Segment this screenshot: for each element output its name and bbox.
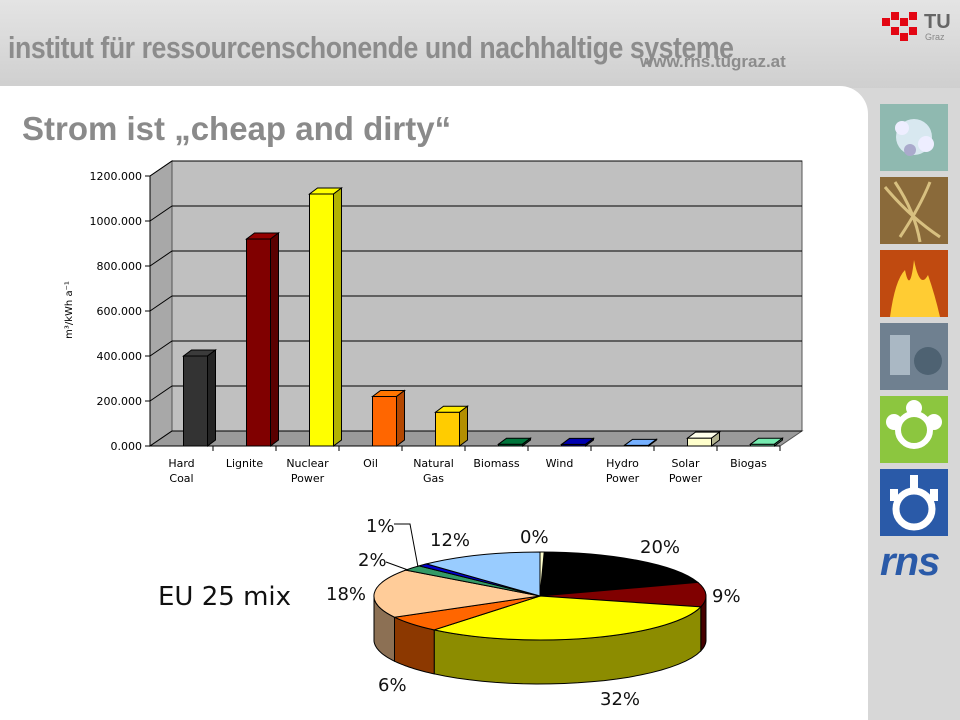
header-bar: institut für ressourcenschonende und nac… [0, 0, 960, 88]
bar-chart-gridline [149, 250, 802, 267]
pie-slice-0 [539, 551, 700, 597]
molecule-thumb-icon [880, 104, 948, 171]
fire-thumb-icon [880, 250, 948, 317]
pie-label-hard-coal: 20% [640, 537, 681, 558]
bar-side-4 [459, 405, 468, 447]
y-tick-label: 200.000 [97, 395, 143, 408]
pie-leader-biomass [385, 561, 409, 571]
x-tick-label: Power [669, 472, 703, 485]
slide-title: Strom ist „cheap and dirty“ [22, 110, 452, 147]
bar-chart-gridline [149, 205, 802, 222]
x-tick-label: Hard [168, 457, 194, 470]
x-tick-label: Coal [169, 472, 193, 485]
pie-label-lignite: 9% [712, 586, 741, 607]
pie-label-biomass: 2% [358, 550, 387, 571]
pie-title: EU 25 mix [158, 582, 292, 612]
tu-logo-text: TU [924, 11, 951, 33]
pie-leader-wind [394, 523, 419, 568]
bar-chart-gridline [149, 430, 802, 447]
bar-1 [246, 238, 271, 447]
bar-side-1 [270, 232, 279, 447]
bar-chart-gridline [149, 160, 802, 177]
x-tick-label: Wind [546, 457, 574, 470]
y-tick-label: 1200.000 [90, 170, 143, 183]
x-tick-label: Solar [671, 457, 700, 470]
bar-side-9 [774, 437, 783, 447]
bar-side-0 [207, 349, 216, 447]
pie-slice-2 [432, 595, 702, 641]
bar-side-3 [396, 389, 405, 447]
x-tick-label: Lignite [226, 457, 264, 470]
bar-side-5 [522, 437, 531, 447]
bar-side-8 [711, 431, 720, 447]
bar-chart-gridline [149, 295, 802, 312]
institute-url[interactable]: www.rns.tugraz.at [640, 52, 786, 71]
pie-label-gas: 18% [326, 584, 367, 605]
y-tick-label: 800.000 [97, 260, 143, 273]
lab-thumb-icon [880, 323, 948, 390]
y-tick-label: 600.000 [97, 305, 143, 318]
y-tick-label: 400.000 [97, 350, 143, 363]
pie-label-nuclear: 32% [600, 689, 641, 710]
tu-logo-subtext: Graz [925, 32, 945, 42]
x-tick-label: Biomass [473, 457, 520, 470]
y-tick-label: 0.000 [111, 440, 143, 453]
y-tick-label: 1000.000 [90, 215, 143, 228]
pie-label-wind: 1% [366, 516, 395, 537]
flower-thumb-icon [880, 396, 948, 463]
x-tick-label: Hydro [606, 457, 639, 470]
x-tick-label: Natural [413, 457, 454, 470]
bar-side-2 [333, 187, 342, 447]
gear-thumb-icon [880, 469, 948, 536]
x-tick-label: Gas [423, 472, 444, 485]
pie-label-oil: 6% [378, 675, 407, 696]
x-tick-label: Biogas [730, 457, 767, 470]
institute-title: institut für ressourcenschonende und nac… [8, 30, 734, 65]
bar-side-6 [585, 437, 594, 447]
pie-slice-4 [373, 569, 541, 618]
x-tick-label: Power [606, 472, 640, 485]
pie-slice-8 [539, 551, 545, 597]
bar-chart-gridline [149, 340, 802, 357]
pie-label-hydro: 12% [430, 530, 471, 551]
x-tick-label: Power [291, 472, 325, 485]
bar-4 [435, 411, 460, 447]
x-tick-label: Oil [363, 457, 378, 470]
tu-graz-logo-icon [882, 12, 917, 41]
pie-slice-7 [424, 551, 541, 597]
rns-logo: rns [880, 540, 940, 584]
roots-thumb-icon [880, 177, 948, 244]
pie-label-solar: 0% [520, 527, 549, 548]
bar-chart-gridline [149, 385, 802, 402]
x-tick-label: Nuclear [286, 457, 329, 470]
y-axis-label: m³/kWh a⁻¹ [64, 281, 75, 339]
